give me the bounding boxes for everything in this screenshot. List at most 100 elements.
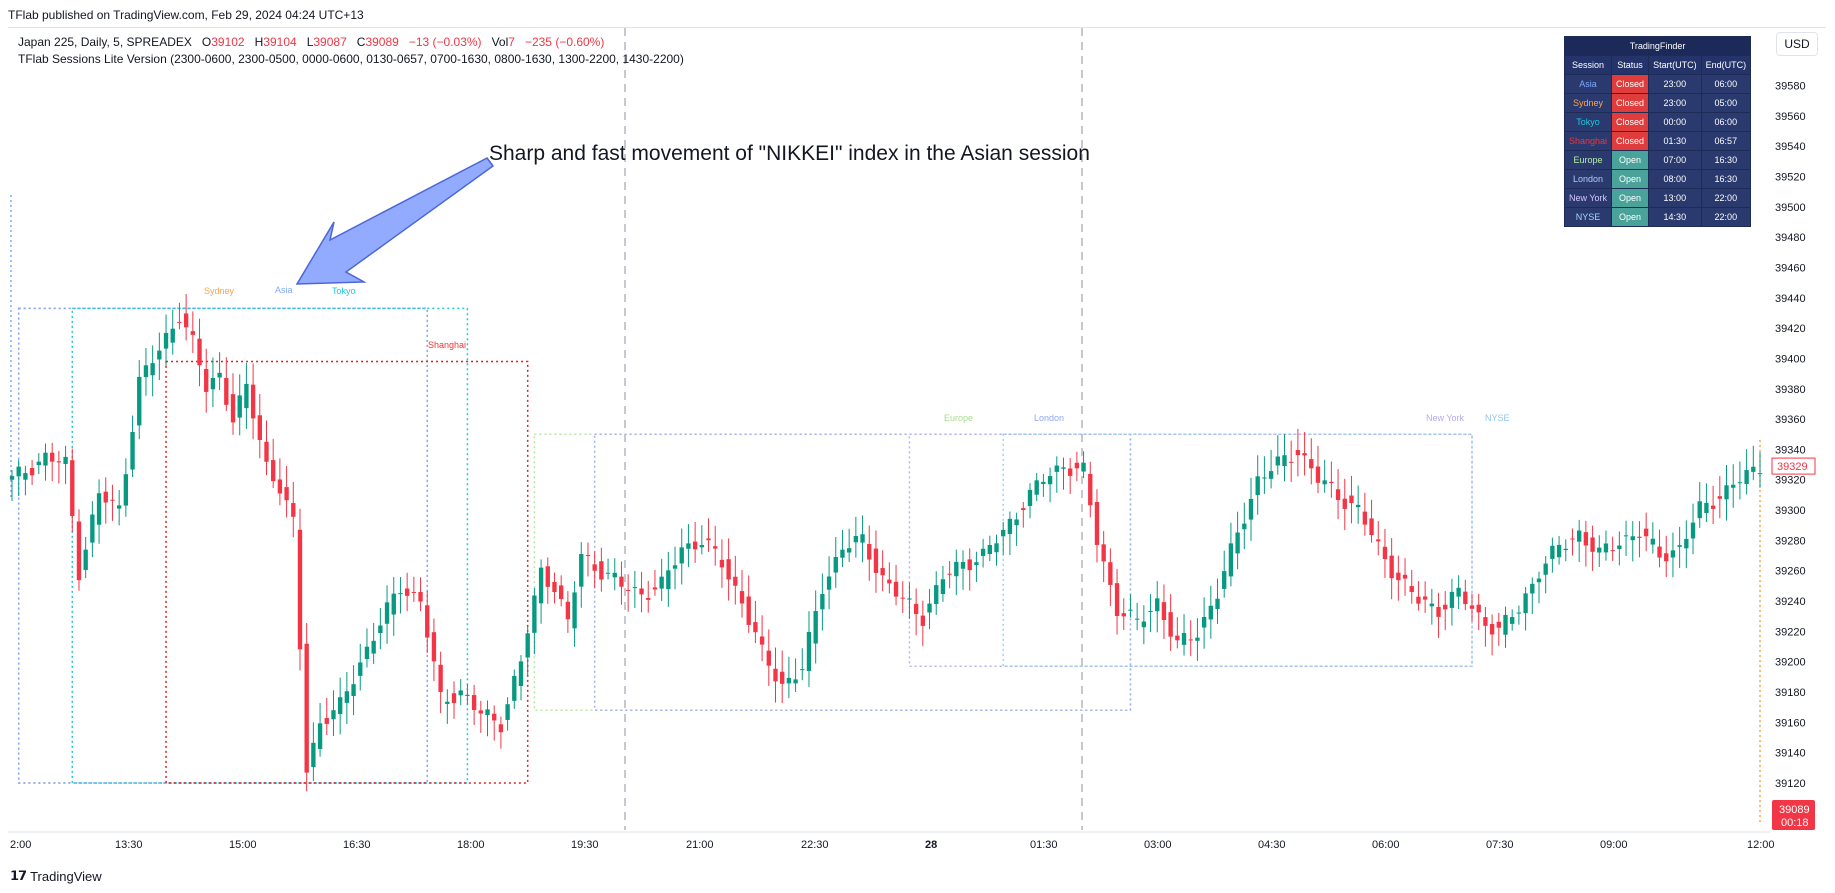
table-cell-start: 13:00 <box>1648 188 1702 208</box>
y-tick-label: 39400 <box>1775 353 1806 365</box>
table-cell-end: 22:00 <box>1700 188 1752 208</box>
candle-body <box>1295 450 1301 456</box>
candle-body <box>1329 481 1334 484</box>
table-cell-session: New York <box>1563 188 1613 208</box>
candle-body <box>1074 462 1080 469</box>
candle-body <box>110 499 115 501</box>
table-cell-end: 06:00 <box>1700 112 1752 132</box>
close-value: 39089 <box>365 35 399 49</box>
candle-body <box>1315 466 1321 483</box>
candle-body <box>1402 574 1408 579</box>
candle-body <box>1503 614 1508 635</box>
candle-body <box>1396 572 1401 581</box>
table-row: Tokyo Closed 00:00 06:00 <box>1563 112 1752 132</box>
candle-body <box>1322 480 1327 485</box>
candle-body <box>1530 583 1535 594</box>
publisher-line: TFlab published on TradingView.com, Feb … <box>8 8 364 22</box>
candle-body <box>90 514 95 543</box>
candle-body <box>9 476 15 480</box>
candle-body <box>197 338 202 366</box>
candle-body <box>378 625 383 634</box>
candle-body <box>1101 544 1106 562</box>
session-label-asia: Asia <box>275 285 293 295</box>
candle-body <box>1757 473 1763 475</box>
candle-body <box>23 473 28 480</box>
open-label: O <box>201 35 212 49</box>
candle-body <box>1630 536 1635 541</box>
candle-body <box>739 591 745 604</box>
table-cell-start: 23:00 <box>1648 74 1702 94</box>
table-cell-status: Open <box>1611 150 1650 170</box>
candle-body <box>1389 555 1394 579</box>
indicator-legend[interactable]: TFlab Sessions Lite Version (2300-0600, … <box>18 52 684 66</box>
candle-body <box>1476 604 1481 613</box>
candle-body <box>70 460 75 517</box>
table-cell-start: 08:00 <box>1648 169 1702 189</box>
session-label-newyork: New York <box>1426 413 1465 423</box>
y-tick-label: 39140 <box>1775 748 1806 760</box>
candle-body <box>63 456 68 465</box>
candle-body <box>1583 532 1589 546</box>
candle-body <box>1429 603 1435 607</box>
candle-body <box>1610 550 1615 552</box>
candle-body <box>1382 546 1388 560</box>
candle-body <box>1155 598 1160 612</box>
candle-body <box>887 579 892 584</box>
candle-body <box>485 709 490 716</box>
table-cell-end: 06:57 <box>1700 131 1752 151</box>
candle-body <box>726 559 731 580</box>
candle-body <box>1268 471 1274 479</box>
candle-body <box>157 350 162 360</box>
x-tick-label: 18:00 <box>457 839 485 851</box>
candle-body <box>83 549 88 570</box>
candle-body <box>1556 544 1562 558</box>
candle-body <box>1201 616 1207 628</box>
candle-body <box>1248 498 1254 520</box>
candle-body <box>1168 612 1173 637</box>
candle-body <box>43 452 48 466</box>
table-cell-start: 01:30 <box>1648 131 1702 151</box>
candle-body <box>1061 467 1066 469</box>
candle-body <box>425 605 430 638</box>
candle-body <box>820 594 825 610</box>
table-cell-session: Asia <box>1563 74 1613 94</box>
table-cell-end: 05:00 <box>1700 93 1752 113</box>
candle-body <box>364 646 370 660</box>
y-tick-label: 39180 <box>1775 687 1806 699</box>
candle-body <box>954 561 959 577</box>
x-tick-label: 2:00 <box>10 839 31 851</box>
candle-body <box>1677 545 1682 547</box>
tradingview-footer[interactable]: 𝟭𝟳 TradingView <box>10 868 102 884</box>
candle-body <box>1255 476 1260 496</box>
candle-body <box>1422 596 1428 600</box>
candle-body <box>331 710 336 720</box>
x-tick-label: 03:00 <box>1144 839 1172 851</box>
session-box-newyork <box>908 433 1473 667</box>
table-row: Asia Closed 23:00 06:00 <box>1563 74 1752 94</box>
table-cell-session: NYSE <box>1563 207 1613 227</box>
candle-body <box>50 452 55 462</box>
annotation-text: Sharp and fast movement of "NIKKEI" inde… <box>489 142 1090 165</box>
candle-body <box>1463 591 1468 605</box>
candle-body <box>1516 612 1522 614</box>
table-cell-end: 22:00 <box>1700 207 1752 227</box>
currency-button[interactable]: USD <box>1776 32 1818 56</box>
table-cell-start: 14:30 <box>1648 207 1702 227</box>
x-tick-label: 12:00 <box>1747 839 1775 851</box>
candle-body <box>1576 530 1582 542</box>
table-cell-session: Europe <box>1563 150 1613 170</box>
candle-body <box>659 576 664 589</box>
candle-body <box>813 611 818 644</box>
candle-body <box>1054 465 1059 472</box>
candle-body <box>498 724 504 733</box>
table-cell-status: Closed <box>1611 131 1650 151</box>
symbol-info[interactable]: Japan 225, Daily, 5, SPREADEX <box>18 35 192 49</box>
candle-body <box>1657 546 1662 558</box>
candle-body <box>1536 578 1542 583</box>
candle-body <box>833 557 838 573</box>
candle-body <box>1007 518 1013 535</box>
y-tick-label: 39360 <box>1775 414 1806 426</box>
candle-body <box>451 693 457 704</box>
table-header-status: Status <box>1611 55 1650 75</box>
